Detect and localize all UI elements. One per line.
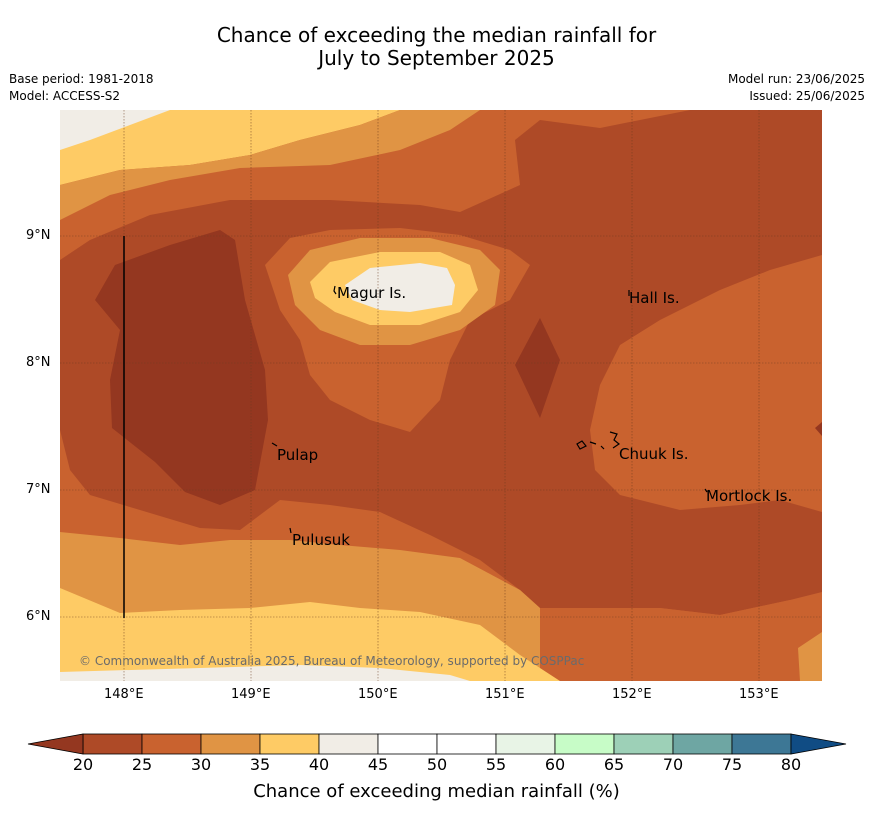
issued-date: Issued: 25/06/2025 [749,89,865,103]
model-run-date: Model run: 23/06/2025 [727,72,865,86]
contour-35-40-south [60,588,560,681]
contour-30-35-north [60,110,480,220]
lon-tick-label: 150°E [358,687,398,702]
map-contours [60,110,822,681]
contour-40-45-center [345,263,455,312]
map-title-line-2: July to September 2025 [318,46,555,70]
contour-35-40-north [60,110,400,185]
model-name: Model: ACCESS-S2 [9,89,121,103]
place-label-magur: Magur Is. [337,284,407,302]
lon-tick-label: 148°E [104,687,144,702]
colorbar-tick-label: 80 [780,755,802,774]
colorbar-tick-label: 45 [367,755,389,774]
contour-30-35-corner [798,632,822,681]
island-pulusuk-mark [289,527,292,534]
place-label-hall: Hall Is. [629,289,680,307]
lon-tick-label: 149°E [231,687,271,702]
contour-40-45-south [60,665,470,681]
contour-below-20-east [515,318,560,418]
colorbar-tick-label: 50 [426,755,448,774]
island-outlines [271,285,708,534]
place-label-mortlock: Mortlock Is. [706,487,793,505]
colorbar-tick-label: 70 [662,755,684,774]
island-mortlock-mark [704,488,708,493]
place-label-chuuk: Chuuk Is. [619,445,689,463]
place-label-pulap: Pulap [277,446,319,464]
colorbar-tick-label: 75 [721,755,743,774]
colorbar-tick-label: 30 [190,755,212,774]
colorbar-tick-label: 25 [131,755,153,774]
island-pulap-mark [271,442,278,447]
contour-40-45-north [60,110,170,150]
lon-tick-label: 151°E [485,687,525,702]
base-period: Base period: 1981-2018 [9,72,154,86]
colorbar-tick-label: 55 [485,755,507,774]
island-chuuk-mark [576,431,621,450]
island-magur-mark [333,285,337,295]
contour-25-30-southeast [540,592,822,681]
lat-tick-label: 8°N [26,355,51,370]
map-title-line-1: Chance of exceeding the median rainfall … [216,23,657,47]
lon-tick-label: 152°E [612,687,652,702]
lat-tick-label: 7°N [26,482,51,497]
colorbar-tick-label: 20 [72,755,94,774]
colorbar-label: Chance of exceeding median rainfall (%) [253,781,620,802]
colorbar-tick-label: 60 [544,755,566,774]
colorbar-tick-label: 35 [249,755,271,774]
lon-tick-label: 153°E [739,687,779,702]
colorbar-tick-label: 40 [308,755,330,774]
copyright-notice: © Commonwealth of Australia 2025, Bureau… [79,654,585,668]
lat-tick-label: 9°N [26,228,51,243]
colorbar-tick-label: 65 [603,755,625,774]
contour-below-20-west [95,230,268,505]
place-label-pulusuk: Pulusuk [292,531,350,549]
lat-tick-label: 6°N [26,609,51,624]
